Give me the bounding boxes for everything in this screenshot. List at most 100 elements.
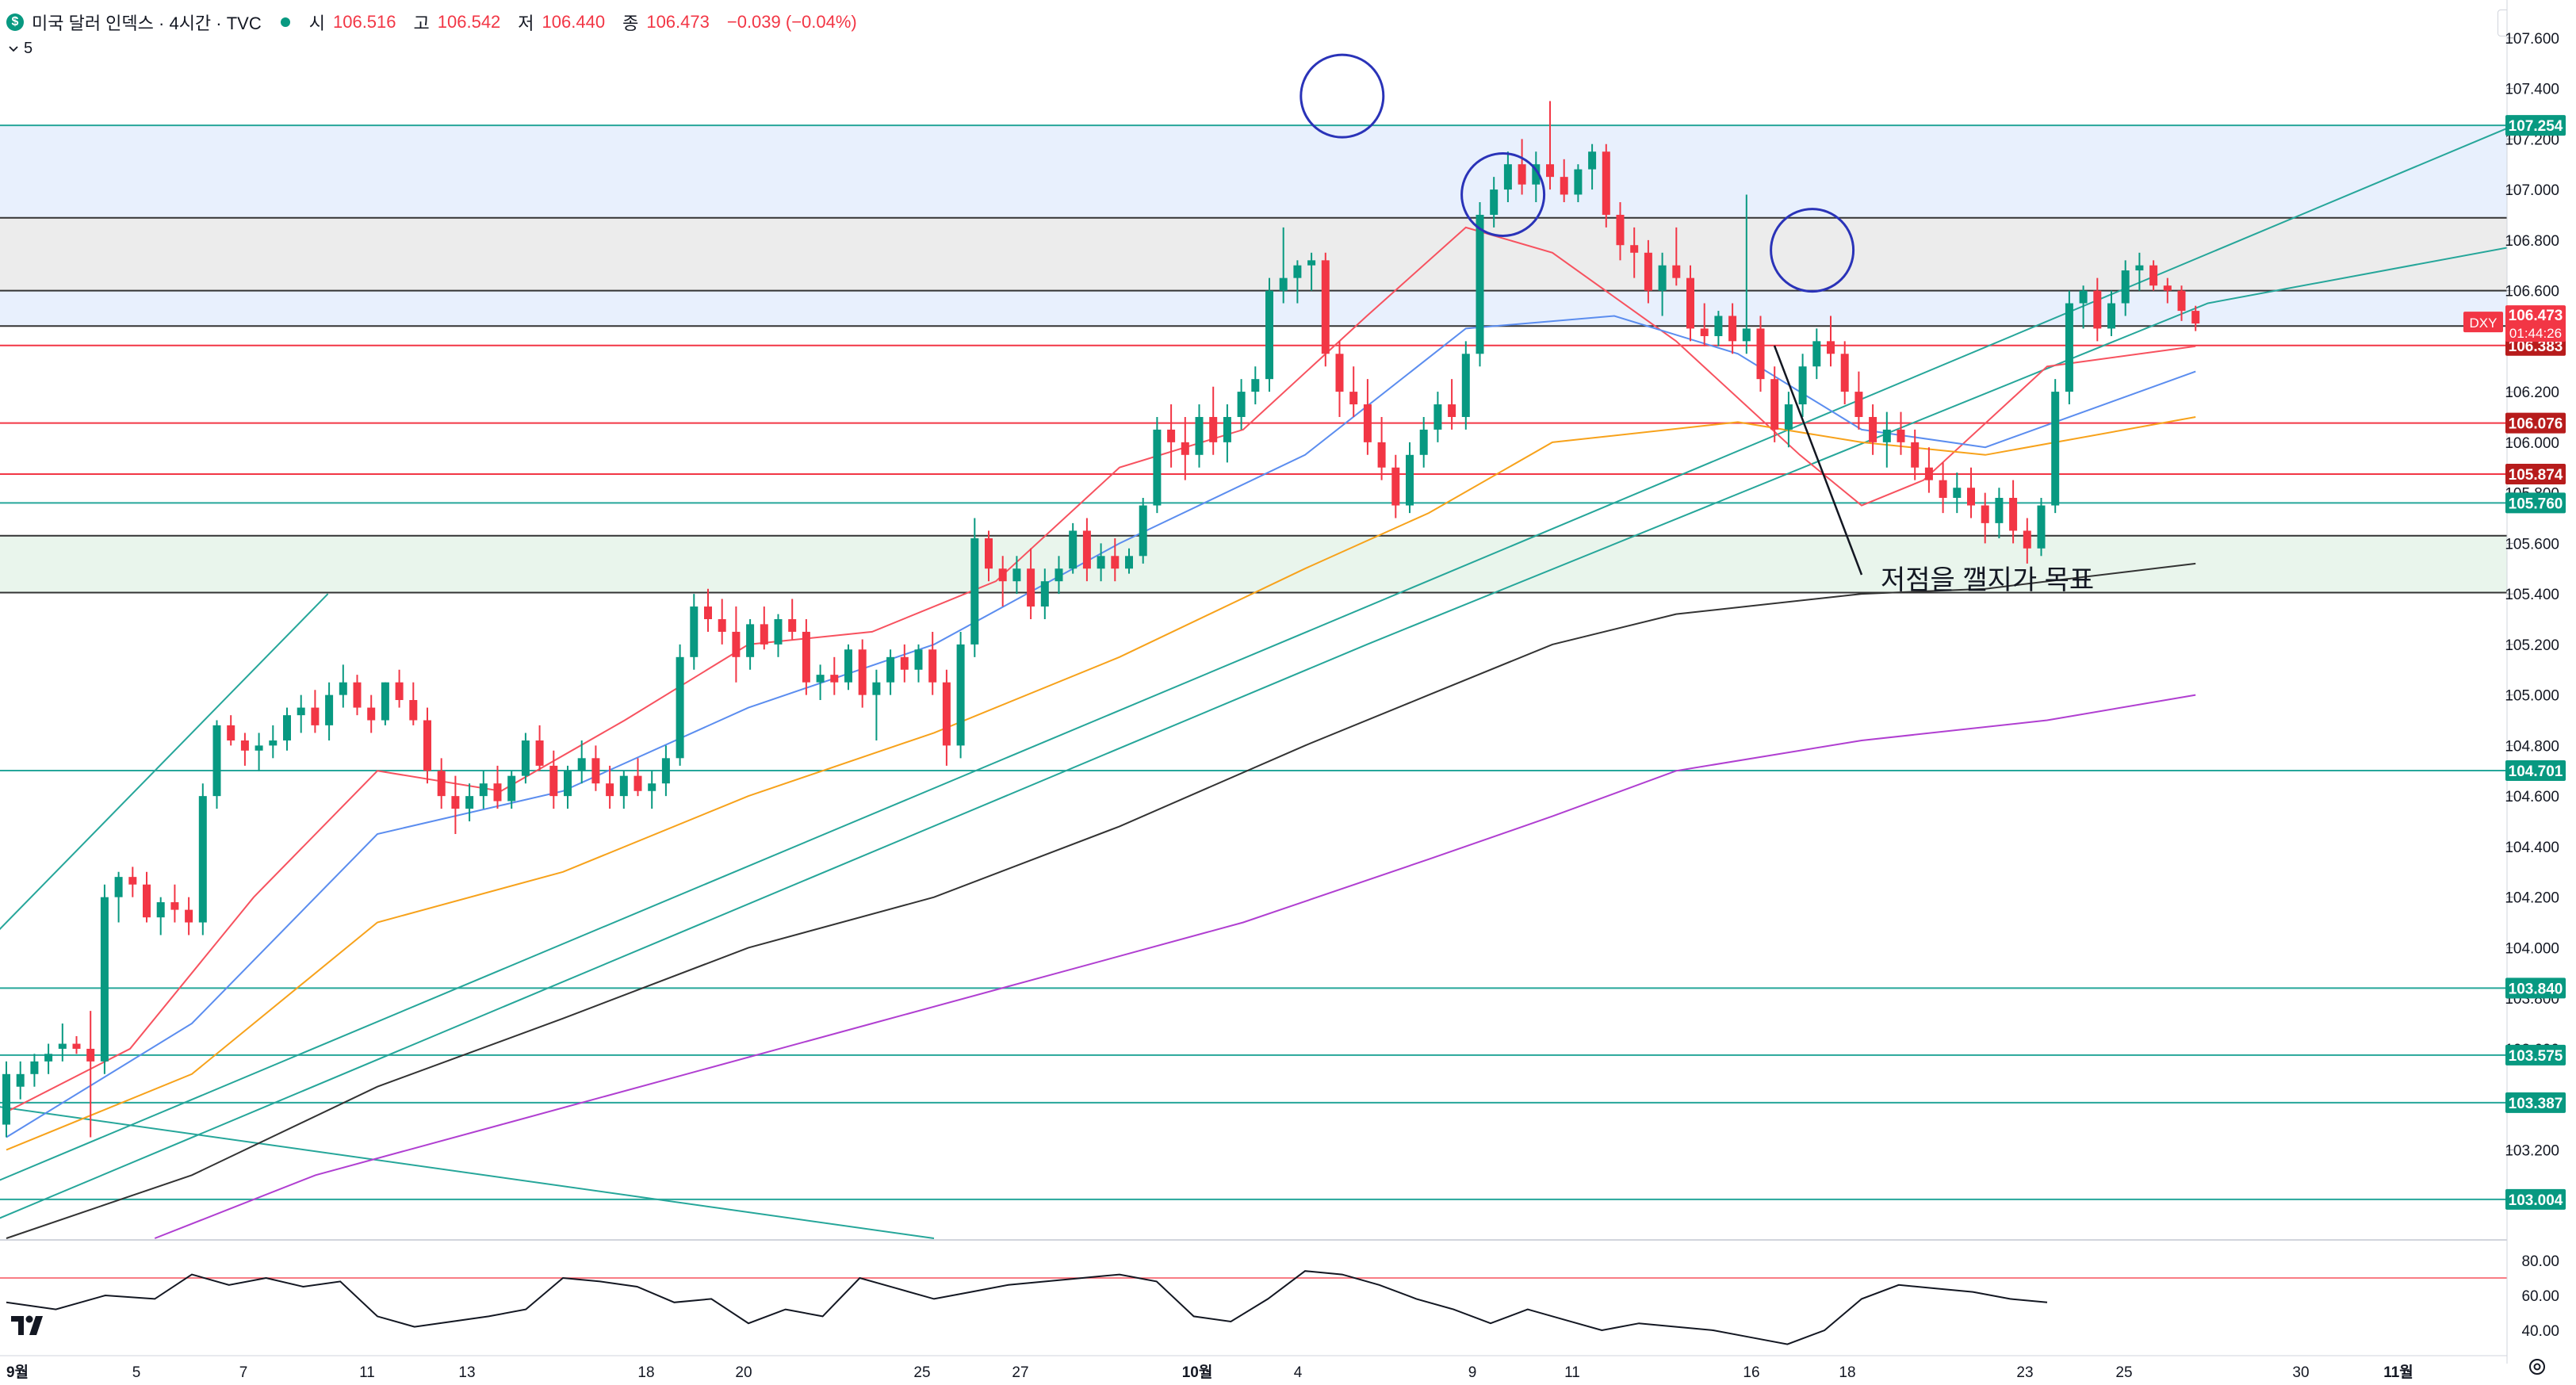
candle[interactable] <box>1546 101 1554 190</box>
candle[interactable] <box>1560 159 1568 203</box>
candle[interactable] <box>1027 548 1035 619</box>
candle[interactable] <box>1995 488 2004 538</box>
candle[interactable] <box>1869 404 1877 455</box>
candle[interactable] <box>816 664 825 701</box>
candle[interactable] <box>661 745 670 797</box>
candle[interactable] <box>1602 143 1610 228</box>
candle[interactable] <box>311 690 320 733</box>
candle[interactable] <box>1574 164 1583 203</box>
candle[interactable] <box>549 750 558 809</box>
candle[interactable] <box>2065 290 2073 405</box>
candle[interactable] <box>1433 392 1442 442</box>
candle[interactable] <box>1939 462 1947 514</box>
candle[interactable] <box>1082 518 1091 582</box>
candle[interactable] <box>1012 556 1021 595</box>
candle[interactable] <box>212 720 221 809</box>
candle[interactable] <box>2191 305 2200 331</box>
candle[interactable] <box>72 1035 81 1054</box>
candle[interactable] <box>1461 341 1470 430</box>
candle[interactable] <box>1981 492 1989 544</box>
candle[interactable] <box>1532 151 1541 203</box>
candle[interactable] <box>409 682 418 725</box>
candle[interactable] <box>564 765 572 809</box>
candle[interactable] <box>465 783 474 822</box>
candle[interactable] <box>255 733 263 771</box>
candle[interactable] <box>1700 303 1709 346</box>
candle[interactable] <box>1953 473 1962 514</box>
candle[interactable] <box>1616 202 1625 261</box>
candle[interactable] <box>1490 177 1499 228</box>
candle[interactable] <box>2 1061 10 1138</box>
candle[interactable] <box>1967 467 1975 518</box>
candle[interactable] <box>788 599 797 640</box>
candle[interactable] <box>985 530 993 582</box>
candle[interactable] <box>970 518 979 657</box>
candle[interactable] <box>1686 265 1694 342</box>
candle[interactable] <box>1897 411 1905 455</box>
candle[interactable] <box>1714 311 1723 346</box>
candle[interactable] <box>1658 252 1667 316</box>
candle[interactable] <box>1406 442 1414 514</box>
symbol-title[interactable]: 미국 달러 인덱스 · 4시간 · TVC <box>32 13 262 33</box>
candle[interactable] <box>648 771 656 809</box>
candle[interactable] <box>156 897 165 935</box>
candle[interactable] <box>1784 392 1793 448</box>
candle[interactable] <box>143 871 151 923</box>
candle[interactable] <box>1097 543 1105 582</box>
candle[interactable] <box>170 884 179 923</box>
candle[interactable] <box>1882 411 1891 468</box>
candle[interactable] <box>1223 404 1231 463</box>
candle[interactable] <box>1742 194 1751 354</box>
candle[interactable] <box>1321 252 1330 367</box>
candle[interactable] <box>1812 328 1821 380</box>
candle[interactable] <box>886 649 895 695</box>
candle[interactable] <box>2023 518 2031 564</box>
candle[interactable] <box>1672 227 1681 286</box>
candle[interactable] <box>1644 239 1652 304</box>
candle[interactable] <box>493 765 502 809</box>
candle[interactable] <box>760 606 768 650</box>
candle[interactable] <box>381 682 389 725</box>
candle[interactable] <box>437 758 446 809</box>
candle[interactable] <box>114 871 123 923</box>
candle[interactable] <box>1419 416 1428 468</box>
candle[interactable] <box>1111 538 1120 582</box>
candle[interactable] <box>1756 316 1765 392</box>
candle[interactable] <box>2107 290 2115 336</box>
candle[interactable] <box>2079 285 2088 329</box>
candle[interactable] <box>1377 416 1386 480</box>
candle[interactable] <box>185 897 193 935</box>
candle[interactable] <box>774 614 783 657</box>
candle[interactable] <box>591 745 600 791</box>
candle[interactable] <box>1518 139 1526 195</box>
gear-icon[interactable] <box>2527 1356 2547 1377</box>
candle[interactable] <box>86 1011 95 1138</box>
candle[interactable] <box>2163 277 2172 304</box>
candle[interactable] <box>1911 429 1920 480</box>
candle[interactable] <box>30 1054 39 1087</box>
candle[interactable] <box>100 884 109 1074</box>
candle[interactable] <box>1040 568 1049 619</box>
candle[interactable] <box>858 639 867 708</box>
candle[interactable] <box>1840 341 1849 405</box>
candle[interactable] <box>479 771 488 809</box>
candle[interactable] <box>16 1061 25 1100</box>
candle[interactable] <box>1770 366 1779 442</box>
candle[interactable] <box>2093 277 2102 342</box>
candle[interactable] <box>998 556 1007 607</box>
candle[interactable] <box>423 707 431 784</box>
candle[interactable] <box>872 669 881 741</box>
candle[interactable] <box>1125 548 1133 574</box>
candle[interactable] <box>619 771 628 809</box>
candle[interactable] <box>2135 252 2144 291</box>
candle[interactable] <box>1335 341 1344 417</box>
candle[interactable] <box>297 694 305 733</box>
candle[interactable] <box>900 644 909 683</box>
candle[interactable] <box>1167 404 1176 468</box>
candle[interactable] <box>269 725 278 759</box>
candle[interactable] <box>128 867 137 897</box>
candle[interactable] <box>1827 316 1835 367</box>
candle[interactable] <box>802 619 810 695</box>
candle[interactable] <box>1153 416 1162 514</box>
